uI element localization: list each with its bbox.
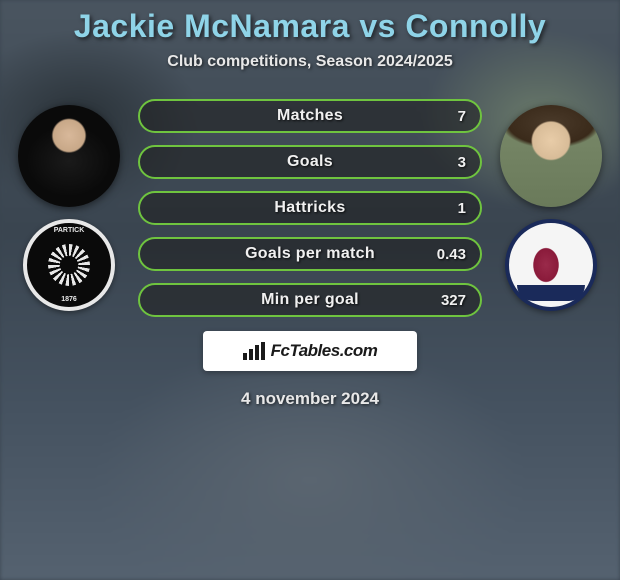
stat-label: Hattricks bbox=[274, 199, 345, 217]
brand-text: FcTables.com bbox=[271, 341, 378, 361]
crest-text: PARTICK bbox=[54, 227, 85, 234]
right-player-avatar bbox=[500, 105, 602, 207]
stat-label: Matches bbox=[277, 107, 343, 125]
brand-badge[interactable]: FcTables.com bbox=[203, 331, 417, 371]
stat-right-value: 0.43 bbox=[437, 246, 466, 263]
date-label: 4 november 2024 bbox=[241, 389, 379, 409]
left-player-column: PARTICK 1876 bbox=[18, 99, 120, 311]
left-club-crest: PARTICK 1876 bbox=[23, 219, 115, 311]
comparison-row: PARTICK 1876 Matches 7 Goals 3 Hattricks… bbox=[0, 99, 620, 317]
right-club-crest bbox=[505, 219, 597, 311]
stat-right-value: 7 bbox=[458, 108, 466, 125]
left-player-avatar bbox=[18, 105, 120, 207]
stat-right-value: 1 bbox=[458, 200, 466, 217]
bar-chart-icon bbox=[243, 342, 265, 360]
subtitle: Club competitions, Season 2024/2025 bbox=[167, 53, 452, 71]
stat-pill-matches: Matches 7 bbox=[138, 99, 482, 133]
content-wrapper: Jackie McNamara vs Connolly Club competi… bbox=[0, 0, 620, 580]
stat-pill-goals: Goals 3 bbox=[138, 145, 482, 179]
page-title: Jackie McNamara vs Connolly bbox=[74, 8, 546, 45]
stat-label: Min per goal bbox=[261, 291, 359, 309]
stat-pill-list: Matches 7 Goals 3 Hattricks 1 Goals per … bbox=[138, 99, 482, 317]
right-player-column bbox=[500, 99, 602, 311]
stat-label: Goals per match bbox=[245, 245, 375, 263]
stat-pill-min-per-goal: Min per goal 327 bbox=[138, 283, 482, 317]
stat-right-value: 327 bbox=[441, 292, 466, 309]
stat-pill-hattricks: Hattricks 1 bbox=[138, 191, 482, 225]
stat-label: Goals bbox=[287, 153, 333, 171]
stat-pill-goals-per-match: Goals per match 0.43 bbox=[138, 237, 482, 271]
stat-right-value: 3 bbox=[458, 154, 466, 171]
crest-text: 1876 bbox=[61, 296, 77, 303]
